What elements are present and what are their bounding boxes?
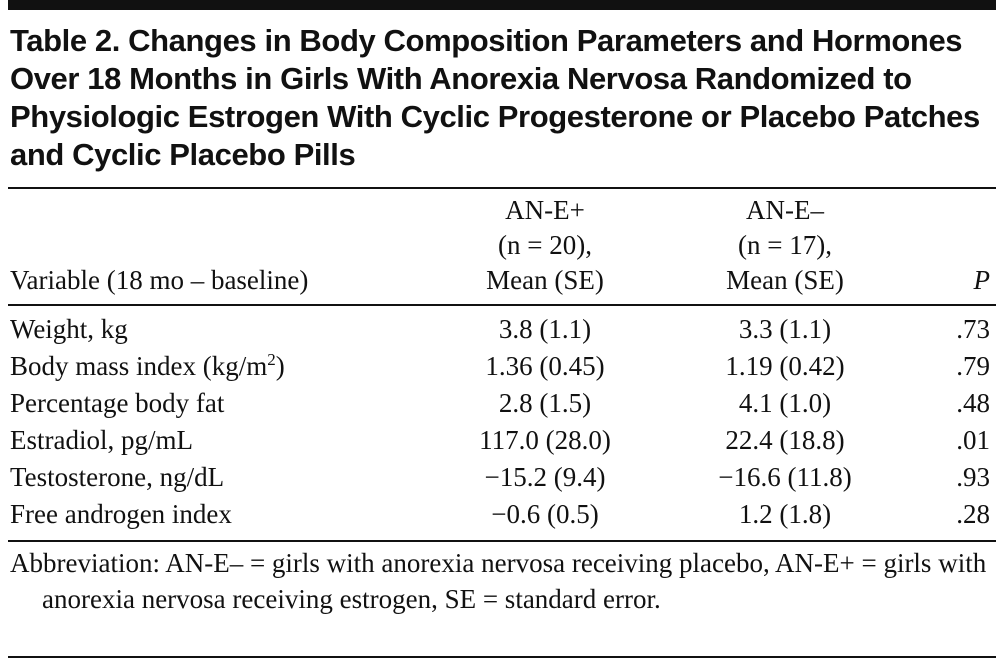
cell: .48: [956, 388, 990, 418]
header-cell: P: [910, 193, 996, 305]
row-label: Weight, kg: [10, 314, 128, 344]
data-table: Variable (18 mo – baseline) AN-E+ (n = 20)…: [8, 193, 996, 540]
footnote: Abbreviation: AN-E– = girls with anorexi…: [10, 548, 987, 614]
label-part: Body mass index (kg/m: [10, 351, 268, 381]
table-row: Free androgen index −0.6 (0.5) 1.2 (1.8) .2…: [8, 496, 996, 540]
cell: −16.6 (11.8): [718, 462, 852, 492]
label-part: ): [275, 351, 285, 381]
header-line: Mean (SE): [726, 265, 844, 295]
table-row: Percentage body fat 2.8 (1.5) 4.1 (1.0) .48: [8, 385, 996, 422]
header-cell: AN-E– (n = 17), Mean (SE): [660, 193, 910, 305]
cell: .01: [956, 425, 990, 455]
cell: 22.4 (18.8): [725, 425, 845, 455]
cell: −0.6 (0.5): [491, 499, 599, 529]
cell: 1.2 (1.8): [738, 499, 832, 529]
cell: 3.3 (1.1): [738, 314, 832, 344]
row-label: Free androgen index: [10, 499, 232, 529]
table-row: Weight, kg 3.8 (1.1) 3.3 (1.1) .73: [8, 305, 996, 348]
cell: 3.8 (1.1): [498, 314, 592, 344]
header-cell: Variable (18 mo – baseline): [8, 193, 430, 305]
cell: 4.1 (1.0): [738, 388, 832, 418]
header-line: (n = 20),: [498, 230, 592, 260]
cell: 2.8 (1.5): [498, 388, 592, 418]
table-body: Weight, kg 3.8 (1.1) 3.3 (1.1) .73 Body mass…: [8, 305, 996, 540]
cell: .93: [956, 462, 990, 492]
cell: 1.36 (0.45): [485, 351, 605, 381]
table-row: Body mass index (kg/m2) 1.36 (0.45) 1.19 (…: [8, 348, 996, 385]
header-line: AN-E–: [746, 195, 824, 225]
top-bar: [8, 0, 996, 10]
rule: [8, 187, 996, 189]
table-row: Estradiol, pg/mL 117.0 (28.0) 22.4 (18.8).…: [8, 422, 996, 459]
cell: 117.0 (28.0): [479, 425, 611, 455]
row-label: Percentage body fat: [10, 388, 225, 418]
header-line: P: [973, 265, 991, 295]
cell: 1.19 (0.42): [725, 351, 845, 381]
superscript: 2: [267, 350, 276, 369]
header-line: Variable (18 mo – baseline): [10, 265, 309, 295]
table-row: Testosterone, ng/dL −15.2 (9.4) −16.6 (11.…: [8, 459, 996, 496]
table-title: Table 2. Changes in Body Composition Par…: [10, 23, 980, 172]
rule: [8, 540, 996, 542]
cell: −15.2 (9.4): [484, 462, 606, 492]
cell: .73: [956, 314, 990, 344]
header-line: AN-E+: [505, 195, 585, 225]
header-line: (n = 17),: [738, 230, 832, 260]
row-label: Testosterone, ng/dL: [10, 462, 225, 492]
row-label: Body mass index (kg/m2): [8, 348, 430, 385]
cell: .28: [956, 499, 990, 529]
header-row: Variable (18 mo – baseline) AN-E+ (n = 20)…: [8, 193, 996, 305]
row-label: Estradiol, pg/mL: [10, 425, 193, 455]
header-cell: AN-E+ (n = 20), Mean (SE): [430, 193, 660, 305]
rule: [8, 656, 996, 658]
cell: .79: [956, 351, 990, 381]
header-line: Mean (SE): [486, 265, 604, 295]
